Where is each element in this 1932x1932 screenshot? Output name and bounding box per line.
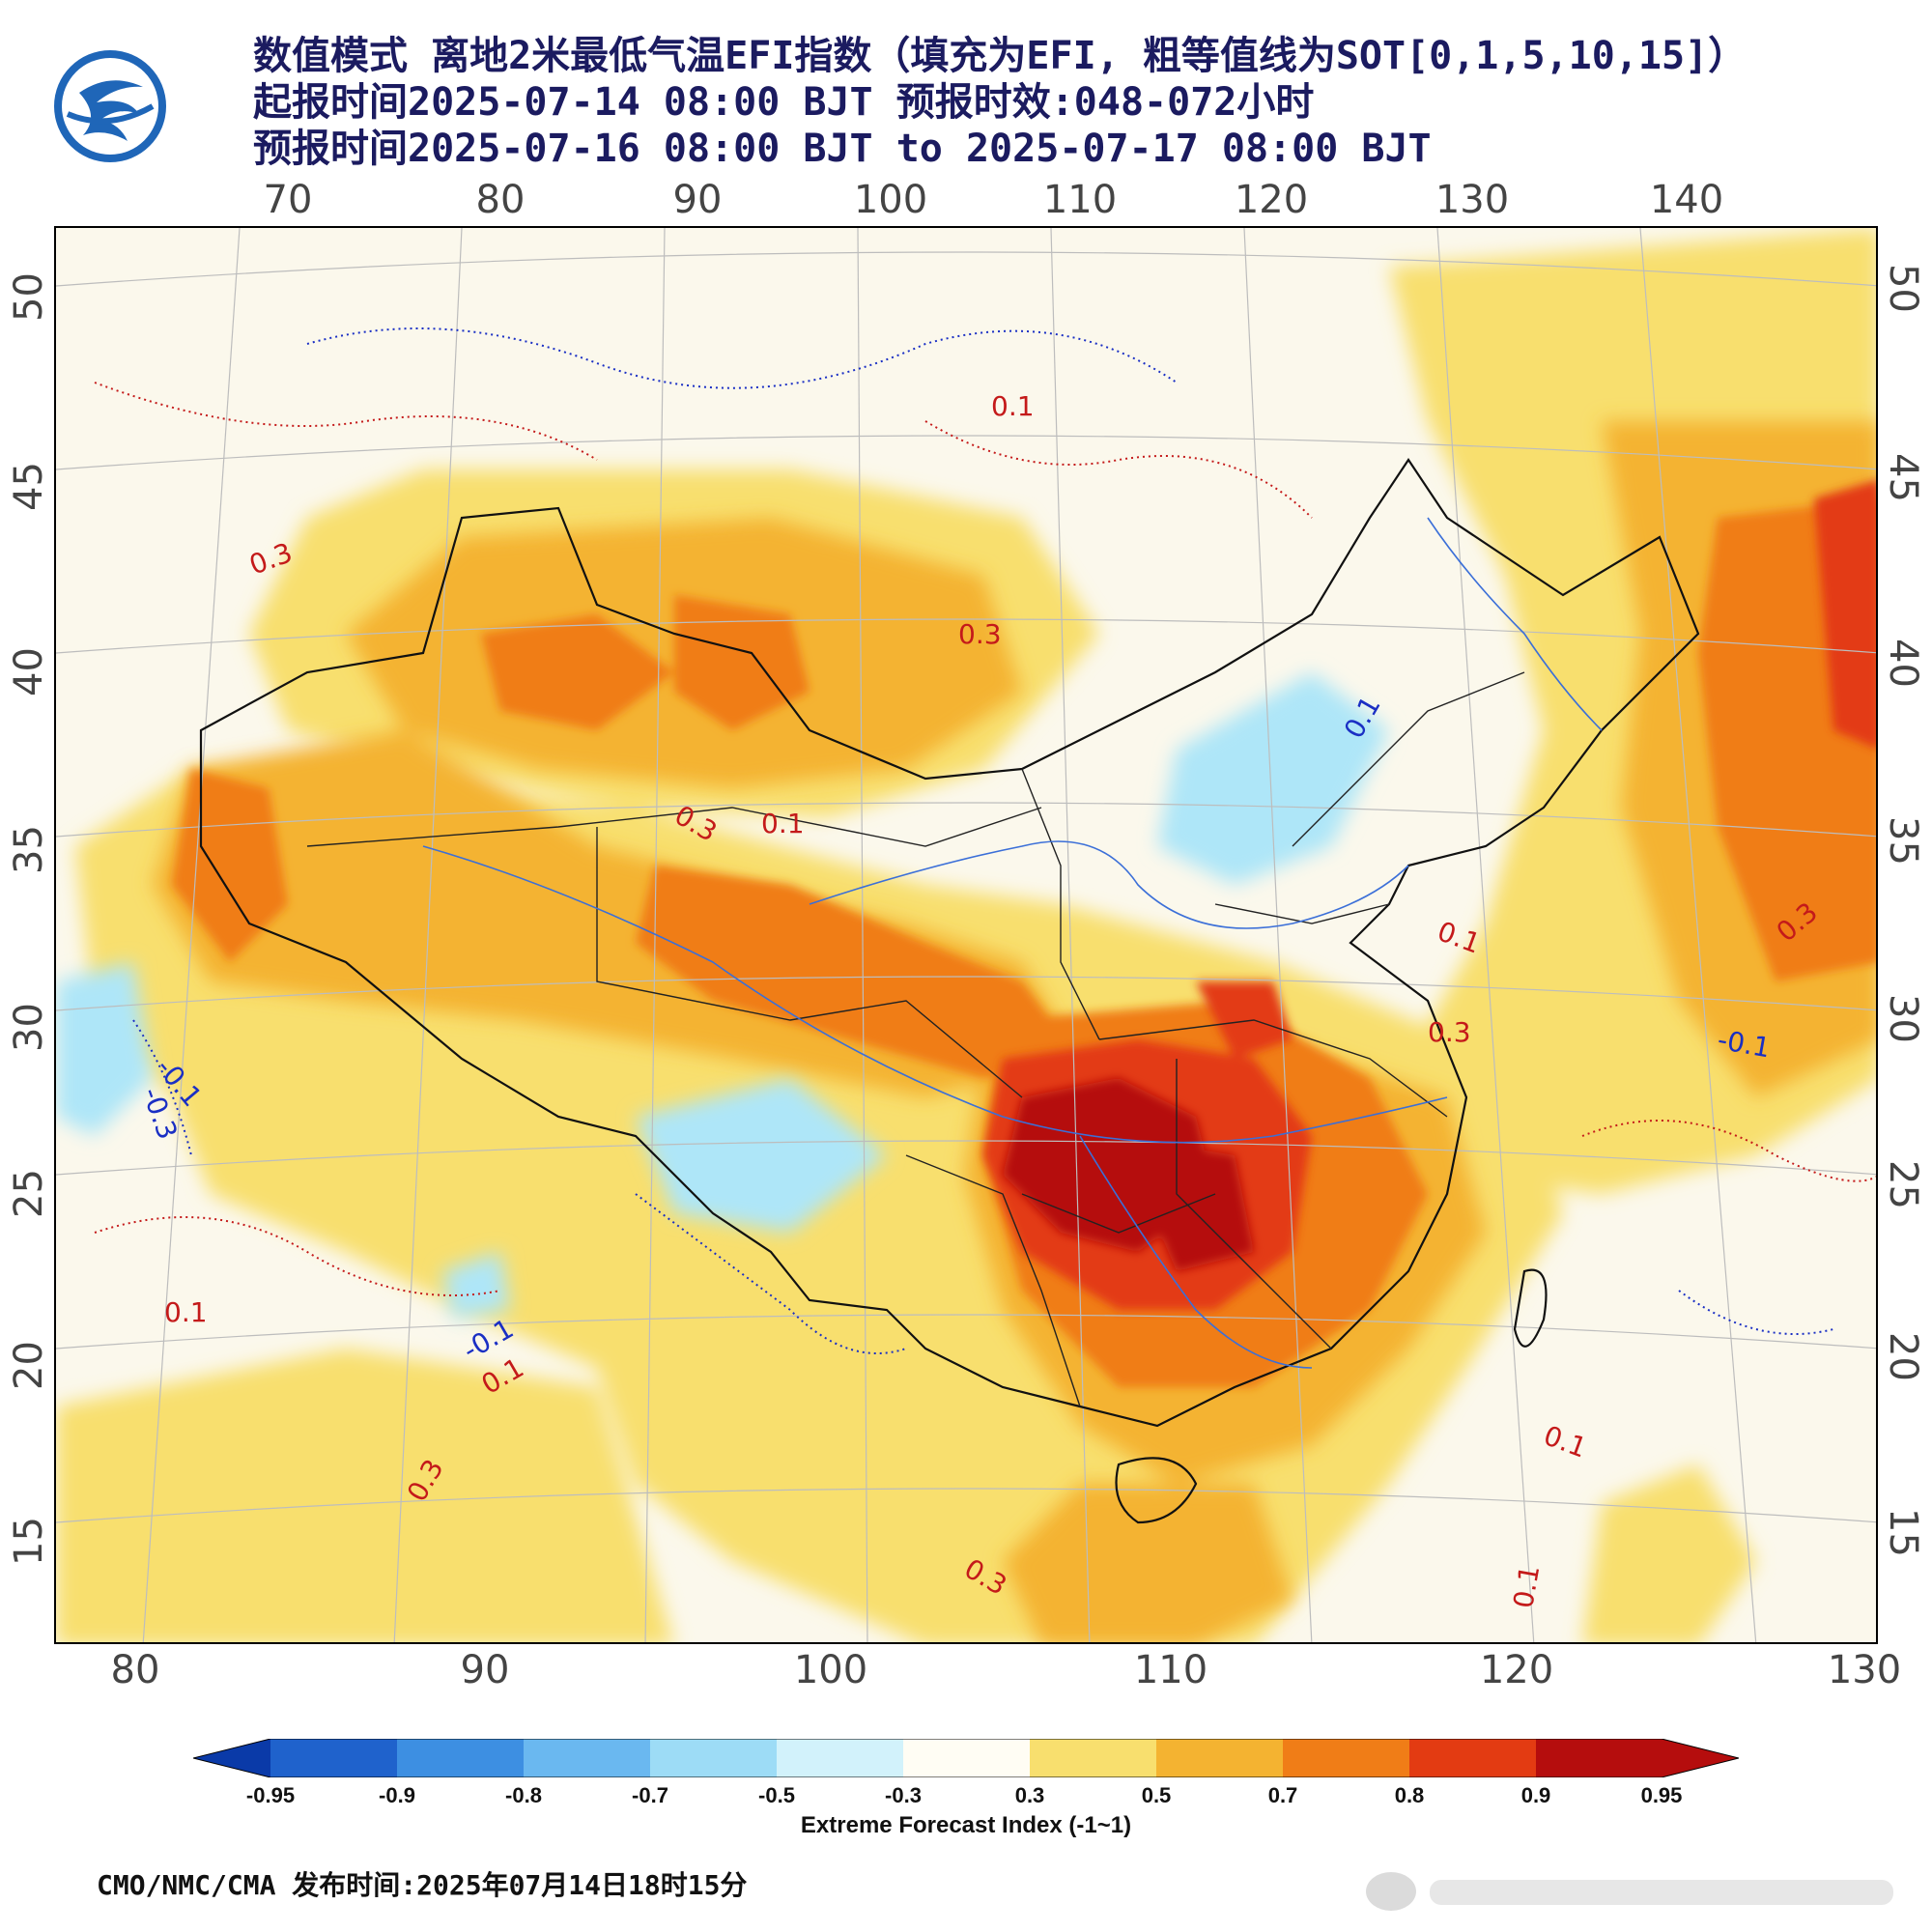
top-lon-tick: 70 xyxy=(263,178,313,222)
weibo-watermark-icon xyxy=(1366,1872,1893,1911)
top-lon-tick: 100 xyxy=(853,178,928,222)
colorbar-segment xyxy=(1283,1739,1409,1777)
right-lat-tick: 50 xyxy=(1881,264,1925,313)
colorbar-segment xyxy=(903,1739,1030,1777)
top-lon-tick: 110 xyxy=(1042,178,1118,222)
colorbar-segment xyxy=(777,1739,903,1777)
colorbar-label: -0.9 xyxy=(379,1783,415,1807)
left-lat-tick: 35 xyxy=(7,825,51,874)
top-lon-tick: 80 xyxy=(475,178,526,222)
colorbar-segment xyxy=(650,1739,777,1777)
left-lat-tick: 50 xyxy=(7,272,51,322)
top-lon-tick: 130 xyxy=(1435,178,1510,222)
colorbar-segment xyxy=(524,1739,650,1777)
colorbar-title: Extreme Forecast Index (-1~1) xyxy=(800,1812,1132,1838)
left-lat-tick: 20 xyxy=(7,1341,51,1390)
colorbar-label: -0.5 xyxy=(758,1783,795,1807)
colorbar-segment xyxy=(1156,1739,1283,1777)
colorbar-label: 0.3 xyxy=(1014,1783,1045,1807)
colorbar xyxy=(193,1739,1739,1777)
top-lon-tick: 90 xyxy=(672,178,723,222)
colorbar-segment xyxy=(270,1739,397,1777)
colorbar-label: 0.5 xyxy=(1141,1783,1172,1807)
colorbar-label: -0.7 xyxy=(632,1783,668,1807)
top-lon-tick: 120 xyxy=(1234,178,1309,222)
right-lat-tick: 40 xyxy=(1881,639,1925,688)
colorbar-label: 0.9 xyxy=(1520,1783,1551,1807)
colorbar-label: 0.95 xyxy=(1640,1783,1683,1807)
right-lat-tick: 30 xyxy=(1881,994,1925,1043)
top-lon-tick: 140 xyxy=(1649,178,1724,222)
contour-label: 0.1 xyxy=(164,1296,208,1328)
title-block: 数值模式 离地2米最低气温EFI指数（填充为EFI, 粗等值线为SOT[0,1,… xyxy=(253,33,1915,172)
left-lat-tick: 30 xyxy=(7,1003,51,1052)
right-lat-tick: 45 xyxy=(1881,453,1925,502)
colorbar-label: -0.8 xyxy=(505,1783,542,1807)
bottom-lon-tick: 90 xyxy=(460,1648,510,1692)
efi-map-canvas xyxy=(56,228,1876,1642)
colorbar-label: 0.7 xyxy=(1267,1783,1298,1807)
cma-logo-icon xyxy=(54,50,166,162)
colorbar-segment xyxy=(1536,1739,1662,1777)
contour-label: 0.3 xyxy=(958,618,1002,650)
left-lat-tick: 45 xyxy=(7,462,51,511)
colorbar-segment xyxy=(397,1739,524,1777)
bottom-lon-tick: 110 xyxy=(1133,1648,1208,1692)
colorbar-segment xyxy=(1662,1739,1739,1777)
bottom-lon-tick: 130 xyxy=(1827,1648,1902,1692)
colorbar-label: -0.95 xyxy=(245,1783,296,1807)
left-lat-tick: 25 xyxy=(7,1169,51,1218)
bottom-lon-tick: 80 xyxy=(110,1648,160,1692)
right-lat-tick: 35 xyxy=(1881,816,1925,866)
contour-label: 0.1 xyxy=(991,390,1035,422)
right-lat-tick: 25 xyxy=(1881,1160,1925,1209)
colorbar-segment xyxy=(193,1739,270,1777)
bottom-lon-tick: 120 xyxy=(1479,1648,1554,1692)
title-line-1: 数值模式 离地2米最低气温EFI指数（填充为EFI, 粗等值线为SOT[0,1,… xyxy=(253,34,1747,78)
province-boundaries xyxy=(306,671,1525,1407)
bottom-lon-tick: 100 xyxy=(793,1648,868,1692)
sot-contours xyxy=(94,327,1876,1354)
left-lat-tick: 15 xyxy=(7,1517,51,1566)
colorbar-segment xyxy=(1409,1739,1536,1777)
contour-label: 0.1 xyxy=(761,808,805,839)
right-lat-tick: 20 xyxy=(1881,1332,1925,1381)
efi-map: 0.1 0.3 0.3 0.3 0.1 -0.1 -0.3 0.1 -0.1 0… xyxy=(54,226,1878,1644)
footer-issuer: CMO/NMC/CMA 发布时间:2025年07月14日18时15分 xyxy=(97,1869,748,1901)
right-lat-tick: 15 xyxy=(1881,1508,1925,1557)
china-border xyxy=(199,458,1700,1524)
contour-label: 0.3 xyxy=(1428,1016,1471,1048)
title-line-2: 起报时间2025-07-14 08:00 BJT 预报时效:048-072小时 xyxy=(253,80,1315,125)
left-lat-tick: 40 xyxy=(7,647,51,696)
colorbar-label: -0.3 xyxy=(885,1783,922,1807)
rivers xyxy=(422,517,1603,1369)
colorbar-segment xyxy=(1030,1739,1156,1777)
title-line-3: 预报时间2025-07-16 08:00 BJT to 2025-07-17 0… xyxy=(253,127,1432,171)
colorbar-label: 0.8 xyxy=(1394,1783,1425,1807)
